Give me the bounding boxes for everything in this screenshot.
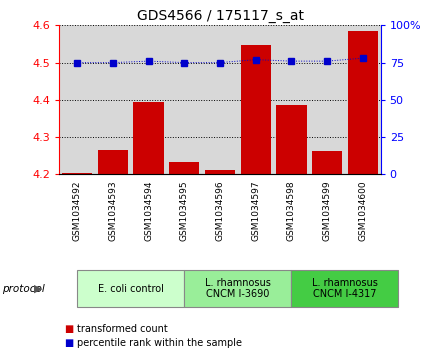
- Bar: [166, 25, 202, 174]
- Text: percentile rank within the sample: percentile rank within the sample: [77, 338, 242, 348]
- Bar: [98, 150, 128, 174]
- Bar: [202, 25, 238, 174]
- Bar: [276, 105, 307, 174]
- Text: ▶: ▶: [34, 284, 43, 294]
- Bar: [312, 151, 342, 174]
- Text: E. coli control: E. coli control: [98, 284, 164, 294]
- Text: protocol: protocol: [2, 284, 45, 294]
- Bar: [95, 25, 131, 174]
- Bar: [348, 31, 378, 174]
- Bar: [131, 25, 166, 174]
- Text: ■: ■: [64, 323, 73, 334]
- Bar: [59, 25, 95, 174]
- Bar: [309, 25, 345, 174]
- Text: L. rhamnosus
CNCM I-3690: L. rhamnosus CNCM I-3690: [205, 278, 271, 299]
- Text: L. rhamnosus
CNCM I-4317: L. rhamnosus CNCM I-4317: [312, 278, 378, 299]
- Bar: [241, 45, 271, 174]
- Text: ■: ■: [64, 338, 73, 348]
- Bar: [205, 170, 235, 174]
- Text: transformed count: transformed count: [77, 323, 168, 334]
- Bar: [274, 25, 309, 174]
- Bar: [133, 102, 164, 174]
- Bar: [345, 25, 381, 174]
- Text: GDS4566 / 175117_s_at: GDS4566 / 175117_s_at: [136, 9, 304, 23]
- Bar: [238, 25, 274, 174]
- Bar: [169, 162, 199, 174]
